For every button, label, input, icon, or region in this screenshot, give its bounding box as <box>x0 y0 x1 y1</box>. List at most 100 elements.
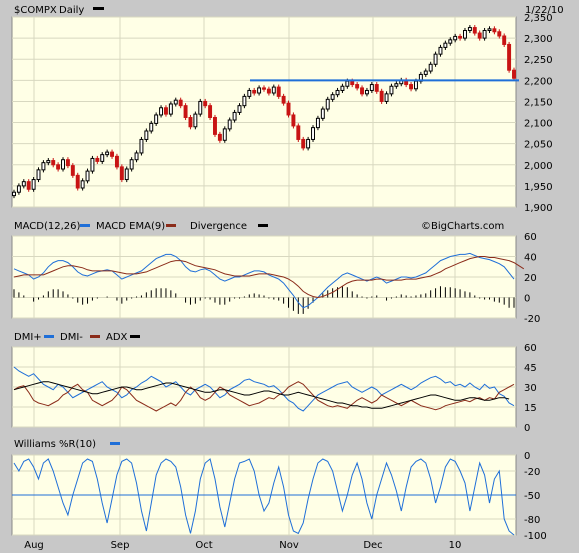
symbol-label: $COMPX <box>14 5 57 16</box>
candle-body <box>423 70 428 75</box>
macd-series-line <box>13 256 525 299</box>
candle-body <box>56 164 61 170</box>
candle-body <box>472 27 477 34</box>
dmi-plus-label: DMI+ <box>14 332 42 343</box>
candle-body <box>252 89 257 94</box>
macd-series-line <box>13 252 515 309</box>
candle-body <box>168 103 173 115</box>
williams-panel: Williams %R(10) 0 -20 -50 -80 -100 <box>11 439 547 542</box>
x-tick-label: Nov <box>279 540 299 551</box>
dmi-series-line <box>13 381 515 412</box>
candle-body <box>428 63 433 72</box>
candle-body <box>482 30 487 39</box>
candle-body <box>276 86 281 97</box>
candle-body <box>325 98 330 110</box>
candle-body <box>110 151 115 157</box>
y-tick-label: -100 <box>524 531 547 542</box>
dmi-minus-label: DMI- <box>60 332 83 343</box>
candle-body <box>237 105 242 113</box>
dmi-series-line <box>13 366 515 412</box>
candle-body <box>364 89 369 95</box>
candle-body <box>173 99 178 105</box>
candle-body <box>492 28 497 33</box>
candle-body <box>306 138 311 149</box>
candle-body <box>193 113 198 128</box>
candle-body <box>467 27 472 32</box>
candle-body <box>149 122 154 132</box>
candle-body <box>144 130 149 140</box>
ema-swatch <box>166 224 176 227</box>
candle-body <box>124 168 129 181</box>
adx-swatch <box>130 335 140 338</box>
candle-body <box>65 159 70 167</box>
candle-body <box>384 93 389 102</box>
candle-body <box>296 125 301 140</box>
candle-body <box>129 159 134 170</box>
dmi-plus-swatch <box>44 335 54 338</box>
candle-body <box>154 114 159 124</box>
candle-body <box>477 32 482 39</box>
candle-body <box>369 84 374 91</box>
candle-body <box>257 87 262 94</box>
x-tick-label: Dec <box>363 540 382 551</box>
x-tick-label: 10 <box>449 540 462 551</box>
candle-body <box>75 174 80 189</box>
candle-body <box>100 154 105 162</box>
candle-body <box>345 80 350 87</box>
candle-body <box>512 69 516 79</box>
candle-body <box>350 80 355 86</box>
williams-series-line <box>13 458 515 536</box>
candle-body <box>502 35 507 45</box>
macd-panel: MACD(12,26) MACD EMA(9) Divergence ©BigC… <box>11 221 540 325</box>
candle-body <box>301 138 306 149</box>
candle-body <box>213 116 217 135</box>
candle-body <box>374 84 379 92</box>
candle-body <box>222 128 227 141</box>
candle-body <box>487 28 492 32</box>
candle-body <box>281 95 286 104</box>
candle-body <box>497 31 502 37</box>
y-tick-label: 0 <box>524 423 530 434</box>
candle-body <box>95 157 100 162</box>
y-tick-label: 2,350 <box>524 13 553 24</box>
candle-body <box>31 179 36 190</box>
candle-body <box>443 42 448 48</box>
candle-body <box>413 80 418 90</box>
candle-body <box>183 105 188 118</box>
candle-body <box>203 100 208 107</box>
dmi-series-line <box>13 381 510 409</box>
x-tick-label: Aug <box>24 540 44 551</box>
candle-body <box>21 181 26 187</box>
williams-swatch <box>110 442 120 445</box>
candle-body <box>90 157 95 172</box>
y-tick-label: 1,900 <box>524 203 553 214</box>
y-tick-label: 1,950 <box>524 182 553 193</box>
candle-body <box>46 160 51 164</box>
candle-body <box>198 100 203 115</box>
y-tick-label: 30 <box>524 383 537 394</box>
y-tick-label: 0 <box>524 451 530 462</box>
candle-body <box>394 83 399 87</box>
candle-body <box>36 169 41 181</box>
candle-body <box>159 107 164 116</box>
candle-body <box>463 30 467 39</box>
x-tick-label: Oct <box>195 540 212 551</box>
williams-title: Williams %R(10) <box>14 439 96 450</box>
divergence-label: Divergence <box>190 221 247 232</box>
y-tick-label: 40 <box>524 253 537 264</box>
candle-body <box>119 166 124 181</box>
candle-body <box>271 86 276 94</box>
candle-body <box>291 114 296 127</box>
y-tick-label: 0 <box>524 294 530 305</box>
candlestick-series <box>12 25 516 199</box>
y-tick-label: 2,100 <box>524 119 553 130</box>
y-tick-label: 2,300 <box>524 34 553 45</box>
y-tick-label: -20 <box>524 467 540 478</box>
candle-body <box>12 191 16 197</box>
candle-body <box>453 35 458 41</box>
dmi-panel: DMI+ DMI- ADX 60 45 30 15 0 <box>11 332 537 434</box>
candle-body <box>311 127 315 140</box>
candle-body <box>26 181 31 190</box>
